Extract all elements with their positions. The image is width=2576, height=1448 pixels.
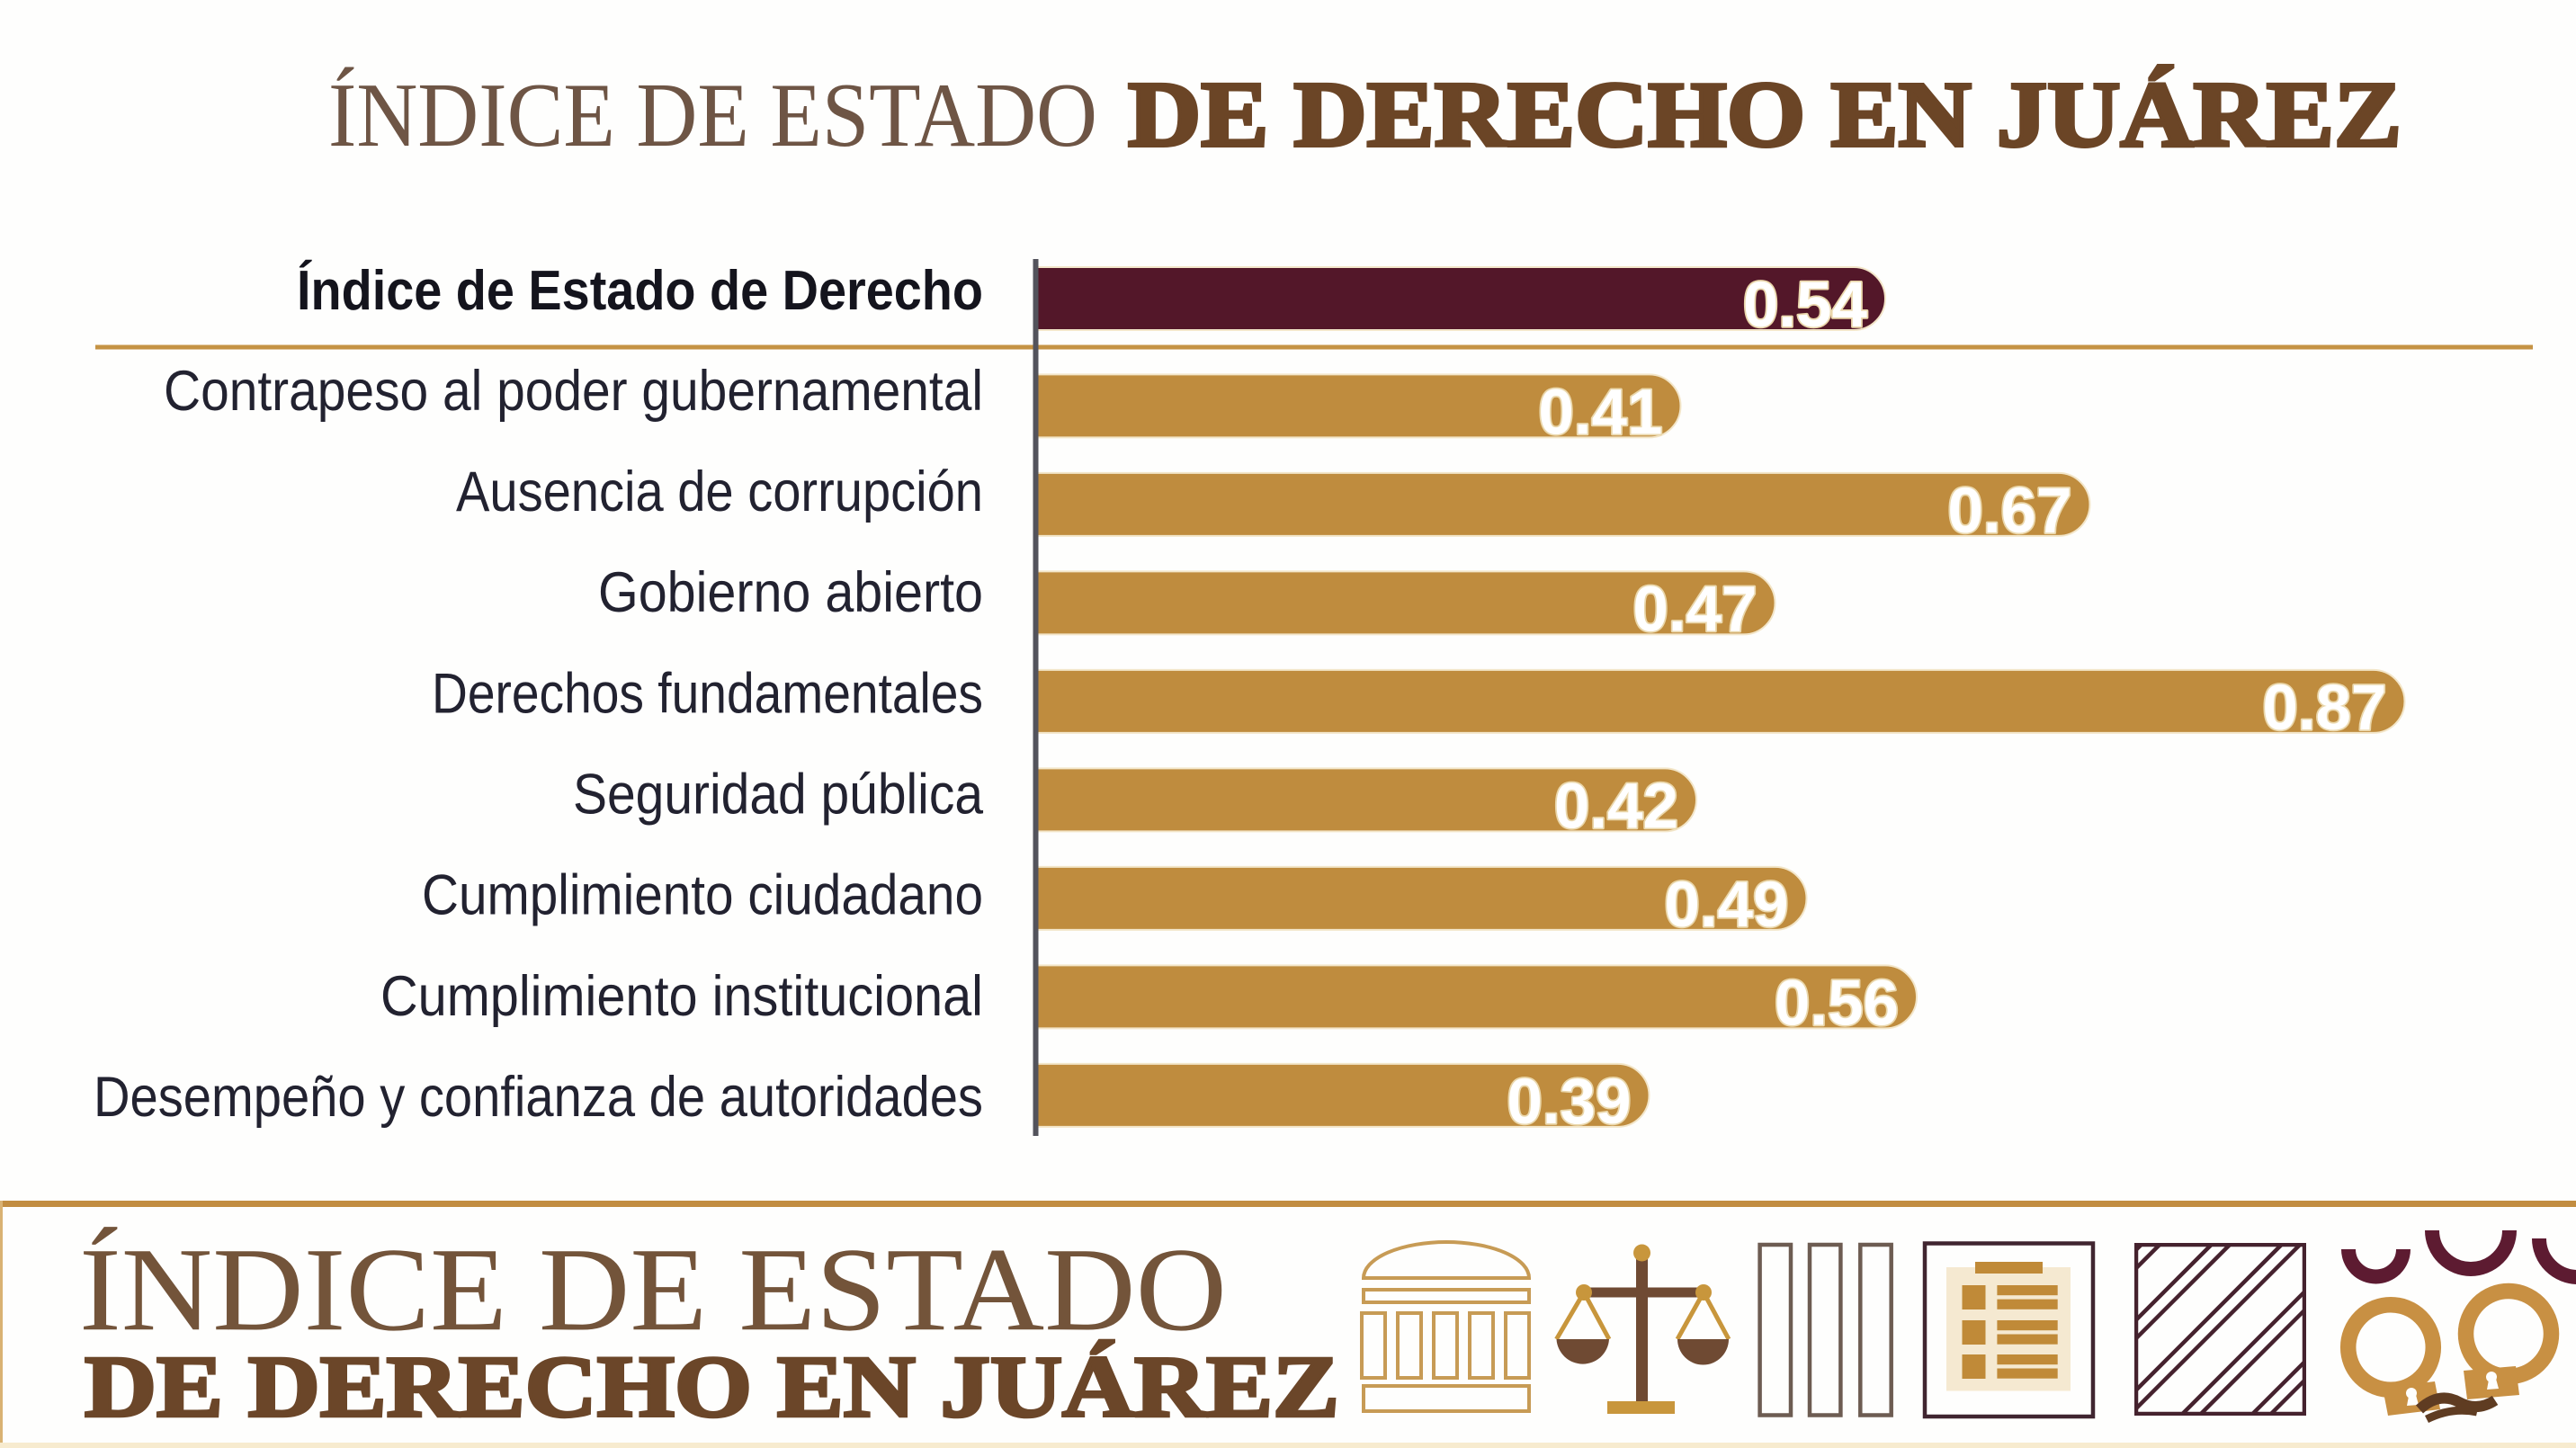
svg-text:0.54: 0.54 bbox=[1743, 270, 1868, 341]
svg-text:Desempeño y confianza de autor: Desempeño y confianza de autoridades bbox=[94, 1066, 983, 1129]
svg-text:0.42: 0.42 bbox=[1554, 771, 1678, 842]
svg-text:0.67: 0.67 bbox=[1947, 476, 2071, 547]
svg-text:ÍNDICE DE ESTADO: ÍNDICE DE ESTADO bbox=[328, 65, 1097, 166]
svg-text:Contrapeso al poder gubernamen: Contrapeso al poder gubernamental bbox=[164, 360, 983, 423]
svg-text:0.49: 0.49 bbox=[1664, 870, 1788, 941]
svg-text:Cumplimiento institucional: Cumplimiento institucional bbox=[380, 965, 983, 1028]
svg-text:0.56: 0.56 bbox=[1775, 968, 1899, 1039]
svg-text:Índice de Estado de Derecho: Índice de Estado de Derecho bbox=[297, 260, 983, 322]
svg-text:0.41: 0.41 bbox=[1538, 377, 1662, 448]
svg-text:Cumplimiento ciudadano: Cumplimiento ciudadano bbox=[422, 864, 983, 927]
svg-text:0.87: 0.87 bbox=[2262, 673, 2386, 744]
svg-text:DE DERECHO EN JUÁREZ: DE DERECHO EN JUÁREZ bbox=[85, 1338, 1339, 1435]
svg-text:ÍNDICE DE ESTADO: ÍNDICE DE ESTADO bbox=[79, 1222, 1227, 1355]
svg-text:0.39: 0.39 bbox=[1507, 1067, 1631, 1138]
svg-text:0.47: 0.47 bbox=[1632, 574, 1757, 645]
svg-text:Seguridad pública: Seguridad pública bbox=[573, 764, 984, 827]
svg-text:Ausencia de corrupción: Ausencia de corrupción bbox=[456, 460, 983, 523]
svg-text:Derechos fundamentales: Derechos fundamentales bbox=[432, 662, 983, 725]
svg-text:DE DERECHO EN JUÁREZ: DE DERECHO EN JUÁREZ bbox=[1128, 63, 2402, 166]
svg-text:Gobierno abierto: Gobierno abierto bbox=[598, 561, 983, 624]
